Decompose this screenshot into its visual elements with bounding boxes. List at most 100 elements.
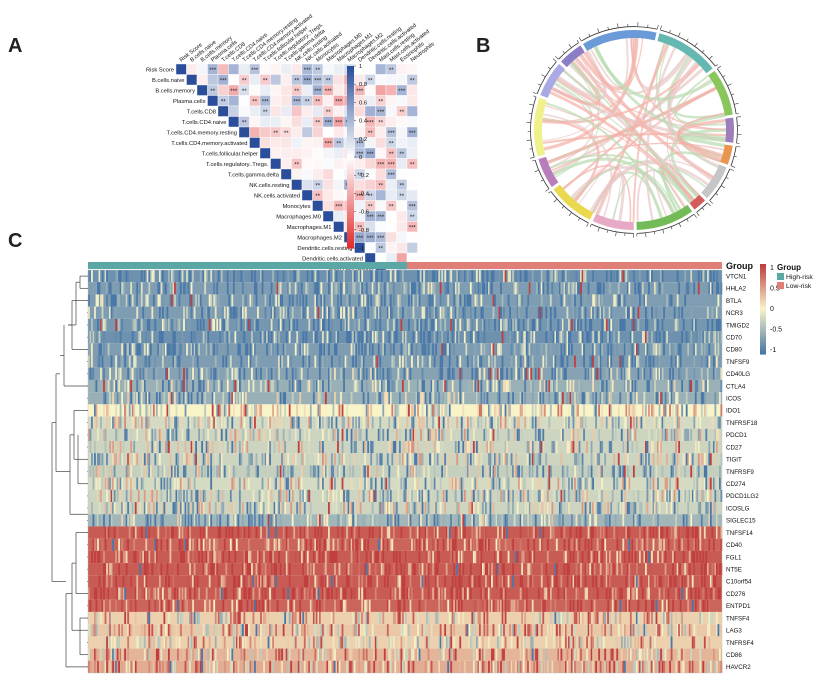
expression-cell	[400, 502, 403, 515]
expression-cell	[481, 502, 484, 515]
expression-cell	[395, 404, 398, 417]
expression-cell	[275, 367, 277, 380]
expression-cell	[190, 282, 193, 295]
expression-cell	[617, 282, 620, 295]
expression-cell	[300, 367, 303, 380]
expression-cell	[460, 526, 463, 539]
expression-cell	[285, 550, 288, 564]
expression-cell	[471, 514, 474, 527]
significance-mark: **	[336, 141, 341, 147]
expression-cell	[409, 465, 412, 478]
expression-cell	[98, 489, 101, 503]
expression-cell	[637, 294, 640, 307]
expression-cell	[474, 343, 477, 356]
expression-cell	[568, 404, 570, 417]
expression-cell	[598, 294, 601, 307]
expression-cell	[661, 526, 664, 539]
expression-cell	[361, 331, 364, 344]
expression-cell	[549, 465, 552, 478]
expression-cell	[394, 331, 397, 344]
expression-cell	[323, 318, 326, 332]
expression-cell	[491, 343, 493, 356]
expression-cell	[376, 367, 379, 380]
expression-cell	[651, 392, 653, 405]
expression-cell	[190, 306, 193, 319]
expression-cell	[89, 428, 92, 441]
expression-cell	[214, 453, 217, 466]
expression-cell	[589, 563, 591, 576]
expression-cell	[134, 502, 137, 515]
expression-cell	[693, 318, 696, 332]
expression-cell	[652, 440, 655, 454]
colorbar-step	[347, 235, 354, 240]
expression-cell	[161, 331, 164, 344]
expression-cell	[278, 367, 281, 380]
expression-cell	[610, 343, 613, 356]
expression-cell	[367, 538, 370, 551]
expression-cell	[472, 550, 475, 564]
expression-cell	[229, 489, 232, 503]
expression-cell	[568, 416, 570, 429]
expression-cell	[201, 392, 204, 405]
expression-cell	[572, 489, 575, 503]
expression-cell	[341, 563, 344, 576]
expression-cell	[288, 563, 291, 576]
expression-cell	[444, 502, 447, 515]
expression-cell	[592, 343, 594, 356]
expression-cell	[414, 502, 416, 515]
expression-cell	[551, 514, 554, 527]
expression-cell	[571, 318, 573, 332]
expression-cell	[568, 440, 570, 454]
expression-cell	[507, 294, 510, 307]
significance-mark: ***	[325, 89, 333, 95]
expression-cell	[566, 563, 569, 576]
expression-cell	[107, 477, 110, 490]
corr-cell	[343, 158, 355, 170]
expression-cell	[575, 282, 578, 295]
expression-cell	[220, 416, 223, 429]
expression-cell	[187, 550, 190, 564]
expression-cell	[350, 440, 353, 454]
expression-cell	[712, 355, 715, 368]
corr-cell	[354, 137, 366, 149]
expression-cell	[658, 538, 661, 551]
expression-row	[88, 538, 722, 551]
expression-cell	[255, 367, 258, 380]
expression-cell	[645, 331, 647, 344]
expression-cell	[457, 282, 460, 295]
expression-cell	[213, 416, 216, 429]
corr-cell	[364, 84, 376, 96]
expression-cell	[531, 440, 534, 454]
expression-cell	[181, 379, 184, 393]
expression-cell	[587, 526, 590, 539]
expression-cell	[693, 550, 696, 564]
expression-cell	[328, 489, 330, 503]
expression-cell	[646, 379, 649, 393]
expression-cell	[205, 306, 208, 319]
corr-cell	[375, 63, 387, 75]
corr-cell	[406, 168, 418, 180]
expression-cell	[426, 355, 428, 368]
expression-cell	[432, 563, 434, 576]
expression-cell	[362, 367, 365, 380]
expression-cell	[216, 404, 219, 417]
expression-cell	[506, 318, 508, 332]
expression-cell	[338, 453, 341, 466]
expression-cell	[355, 416, 357, 429]
expression-cell	[388, 440, 391, 454]
expression-cell	[616, 343, 619, 356]
expression-cell	[420, 379, 422, 393]
expression-cell	[546, 502, 549, 515]
expression-cell	[675, 343, 678, 356]
expression-cell	[148, 318, 151, 332]
expression-cell	[590, 318, 593, 332]
expression-cell	[577, 355, 579, 368]
expression-cell	[432, 538, 434, 551]
expression-cell	[389, 514, 392, 527]
sector-axis	[558, 42, 579, 60]
corr-cell	[301, 189, 313, 201]
significance-mark: **	[410, 78, 415, 84]
expression-cell	[127, 367, 130, 380]
expression-cell	[272, 404, 274, 417]
expression-cell	[106, 294, 108, 307]
